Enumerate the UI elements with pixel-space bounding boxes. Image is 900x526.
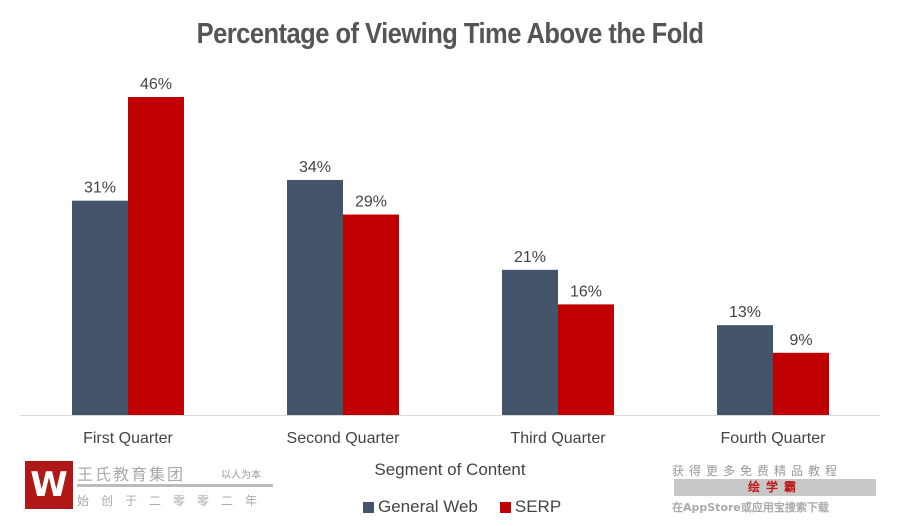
watermark-org-name: 王氏教育集团	[77, 465, 186, 484]
watermark-right: 获得更多免费精品教程 绘学霸 在AppStore或应用宝搜索下载	[672, 462, 877, 517]
bar-general-web-second-quarter	[287, 179, 343, 415]
data-label-serp-first-quarter: 46%	[140, 76, 172, 93]
watermark-left: W 王氏教育集团 以人为本 始创于二零零二年	[25, 461, 275, 516]
x-tick-label-first-quarter: First Quarter	[83, 430, 173, 447]
data-label-general-web-third-quarter: 21%	[514, 249, 546, 266]
x-tick-label-second-quarter: Second Quarter	[287, 430, 401, 447]
data-label-general-web-second-quarter: 34%	[299, 159, 331, 176]
data-label-general-web-first-quarter: 31%	[84, 180, 116, 197]
watermark-founded: 始创于二零零二年	[77, 494, 270, 508]
bar-general-web-fourth-quarter	[717, 325, 773, 415]
bar-general-web-third-quarter	[502, 269, 558, 415]
x-tick-label-third-quarter: Third Quarter	[510, 430, 606, 447]
data-label-serp-fourth-quarter: 9%	[789, 332, 812, 349]
bar-general-web-first-quarter	[72, 200, 128, 415]
bar-serp-second-quarter	[343, 214, 399, 415]
legend-swatch-general-web	[363, 501, 374, 513]
watermark-promo-line: 获得更多免费精品教程	[672, 464, 843, 478]
watermark-divider	[77, 484, 273, 487]
legend-label-general-web: General Web	[378, 497, 478, 516]
bar-serp-third-quarter	[558, 304, 614, 415]
data-label-serp-second-quarter: 29%	[355, 194, 387, 211]
watermark-app-name: 绘学霸	[674, 479, 876, 496]
legend: General Web SERP	[363, 497, 583, 517]
data-label-serp-third-quarter: 16%	[570, 283, 602, 300]
legend-item-serp: SERP	[499, 497, 562, 517]
data-label-general-web-fourth-quarter: 13%	[729, 304, 761, 321]
watermark-slogan: 以人为本	[221, 470, 261, 481]
x-tick-label-fourth-quarter: Fourth Quarter	[721, 430, 827, 447]
legend-swatch-serp	[499, 501, 511, 513]
x-axis-title: Segment of Content	[374, 460, 526, 479]
bar-serp-fourth-quarter	[773, 352, 829, 415]
watermark-logo: W	[25, 461, 73, 509]
legend-item-general-web: General Web	[363, 497, 478, 517]
chart-title: Percentage of Viewing Time Above the Fol…	[196, 18, 704, 50]
legend-label-serp: SERP	[514, 497, 562, 516]
watermark-download-line: 在AppStore或应用宝搜索下载	[672, 501, 829, 514]
bar-serp-first-quarter	[128, 97, 184, 415]
